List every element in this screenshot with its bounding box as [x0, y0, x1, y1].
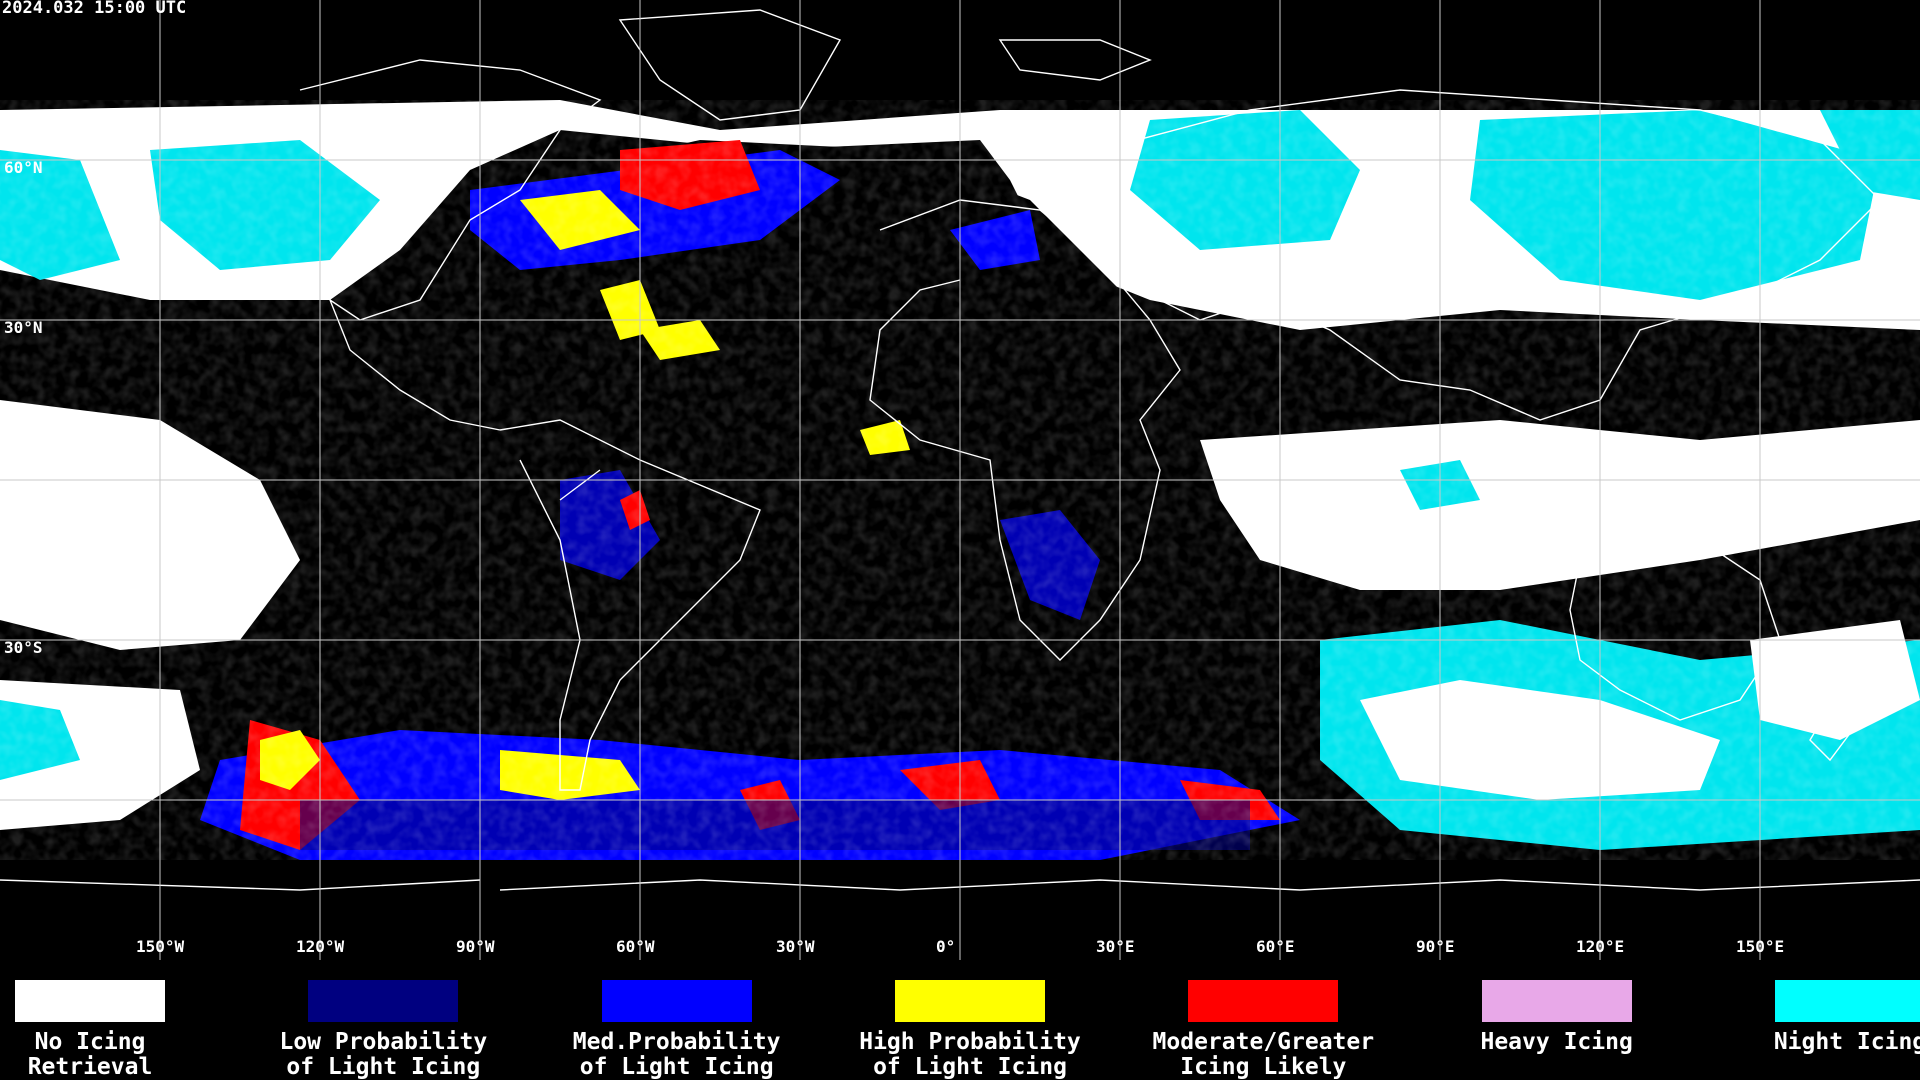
- legend-label: Med.Probability of Light Icing: [572, 1029, 781, 1080]
- longitude-label: 30°W: [776, 937, 815, 956]
- longitude-label: 120°E: [1576, 937, 1625, 956]
- legend-label: Moderate/Greater Icing Likely: [1152, 1029, 1375, 1080]
- legend-swatch: [1775, 980, 1920, 1022]
- longitude-label: 60°W: [616, 937, 655, 956]
- longitude-label: 150°E: [1736, 937, 1785, 956]
- legend-item: Med.Probability of Light Icing: [547, 980, 807, 1080]
- legend-label: No Icing Retrieval: [27, 1029, 153, 1080]
- longitude-label: 90°W: [456, 937, 495, 956]
- latitude-label: 30°N: [4, 318, 43, 337]
- latitude-label: 60°N: [4, 158, 43, 177]
- legend-swatch: [1188, 980, 1339, 1022]
- legend-label: Heavy Icing: [1480, 1029, 1633, 1055]
- longitude-label: 30°E: [1096, 937, 1135, 956]
- legend-label: High Probability of Light Icing: [859, 1029, 1081, 1080]
- legend-swatch: [308, 980, 459, 1022]
- legend-item: Night Icing: [1720, 980, 1920, 1055]
- legend-swatch: [895, 980, 1045, 1022]
- map-canvas: [0, 0, 1920, 960]
- latitude-label: 60°S: [4, 798, 43, 817]
- longitude-label: 120°W: [296, 937, 345, 956]
- longitude-label: 0°: [936, 937, 956, 956]
- legend-label: Night Icing: [1773, 1029, 1920, 1055]
- legend-item: Moderate/Greater Icing Likely: [1133, 980, 1393, 1080]
- legend-item: High Probability of Light Icing: [840, 980, 1100, 1080]
- latitude-label: 30°S: [4, 638, 43, 657]
- legend-item: Heavy Icing: [1427, 980, 1687, 1055]
- timestamp-label: 2024.032 15:00 UTC: [2, 0, 187, 18]
- longitude-label: 90°E: [1416, 937, 1455, 956]
- lat-lon-grid: [0, 0, 1920, 960]
- longitude-label: 150°W: [136, 937, 185, 956]
- legend-item: No Icing Retrieval: [0, 980, 220, 1080]
- legend-item: Low Probability of Light Icing: [253, 980, 513, 1080]
- legend-swatch: [601, 980, 752, 1022]
- legend-swatch: [1481, 980, 1632, 1022]
- legend: No Icing Retrieval Low Probability of Lig…: [0, 960, 1920, 1080]
- icing-map: 2024.032 15:00 UTC 60°N 30°N 30°S 60°S 150°…: [0, 0, 1920, 960]
- longitude-label: 60°E: [1256, 937, 1295, 956]
- legend-swatch: [15, 980, 165, 1022]
- legend-label: Low Probability of Light Icing: [279, 1029, 488, 1080]
